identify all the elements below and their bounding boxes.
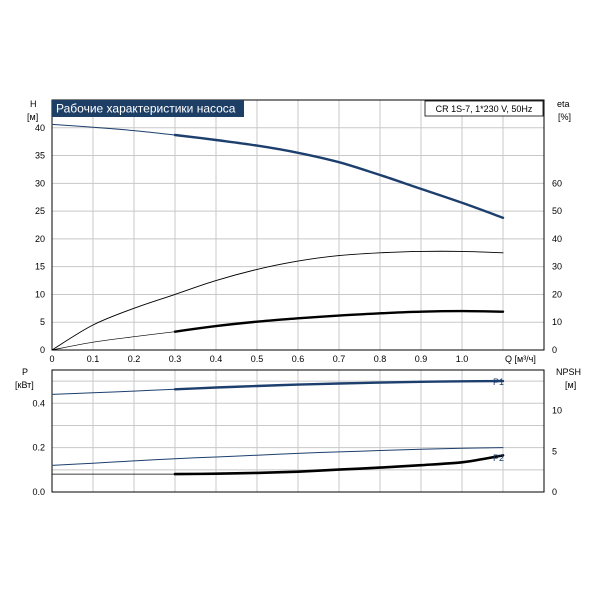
bottom-panel-frame [51,369,545,493]
top-panel-frame [51,99,545,351]
x-tick-label: 1.0 [456,354,469,364]
left-axis-label-p: P [22,367,28,377]
y-tick-label: 0.2 [32,443,45,453]
right-axis-unit-npsh: [м] [565,380,576,390]
y-tick-label: 20 [35,234,45,244]
x-tick-label: 0.5 [251,354,264,364]
x-tick-label: 0.7 [333,354,346,364]
title-background [52,100,244,117]
series-line [51,331,176,351]
y2-tick-label: 0 [552,487,557,497]
y2-tick-label: 5 [552,446,557,456]
series-line [173,454,505,476]
y-tick-label: 0.4 [32,398,45,408]
y-tick-label: 10 [35,289,45,299]
series-line [51,123,176,136]
series-line [51,388,176,395]
y2-tick-label: 50 [552,206,562,216]
x-tick-label: 0.3 [169,354,182,364]
bottom-panel-grid [52,370,544,492]
y-tick-label: 15 [35,262,45,272]
x-tick-label: 0.9 [415,354,428,364]
tick-labels: 0 0.1 0.2 0.3 0.4 0.5 0.6 0.7 0.8 0.9 1.0 0 5 10 15 20 2… [32,123,562,497]
right-axis-label-eta: eta [557,99,570,109]
series-line [51,447,504,466]
left-axis-unit-h: [м] [27,112,38,122]
left-axis-unit-p: [кВт] [15,380,34,390]
y2-tick-label: 0 [552,345,557,355]
right-axis-unit-eta: [%] [558,112,571,122]
x-axis-label: Q [м³/ч] [505,354,536,364]
y2-tick-label: 20 [552,289,562,299]
chart-subtitle: CR 1S-7, 1*230 V, 50Hz [436,104,533,114]
left-axis-label-h: H [30,99,37,109]
y2-tick-label: 10 [552,317,562,327]
series-line [51,250,504,351]
curve-label-p1: P1 [493,377,504,387]
top-panel-grid [52,100,544,350]
series-line [173,133,505,219]
series-line [173,379,505,391]
top-panel-curves [51,123,505,351]
subtitle-box [424,100,544,117]
x-tick-label: 0.8 [374,354,387,364]
y2-tick-label: 40 [552,234,562,244]
y2-tick-label: 30 [552,262,562,272]
curve-label-p2: P2 [493,453,504,463]
y-tick-label: 5 [40,317,45,327]
y-tick-label: 40 [35,123,45,133]
y-tick-label: 0 [40,345,45,355]
y-tick-label: 30 [35,178,45,188]
x-tick-label: 0.4 [210,354,223,364]
x-tick-label: 0.2 [128,354,141,364]
y-tick-label: 35 [35,151,45,161]
bottom-panel-curves [51,379,505,476]
x-tick-label: 0 [49,354,54,364]
y-tick-label: 25 [35,206,45,216]
y-tick-label: 0.0 [32,487,45,497]
x-tick-label: 0.6 [292,354,305,364]
series-line [173,309,505,333]
x-tick-label: 0.1 [87,354,100,364]
y2-tick-label: 10 [552,406,562,416]
chart-title: Рабочие характеристики насоса [56,102,236,116]
right-axis-label-npsh: NPSH [556,367,581,377]
y2-tick-label: 60 [552,178,562,188]
